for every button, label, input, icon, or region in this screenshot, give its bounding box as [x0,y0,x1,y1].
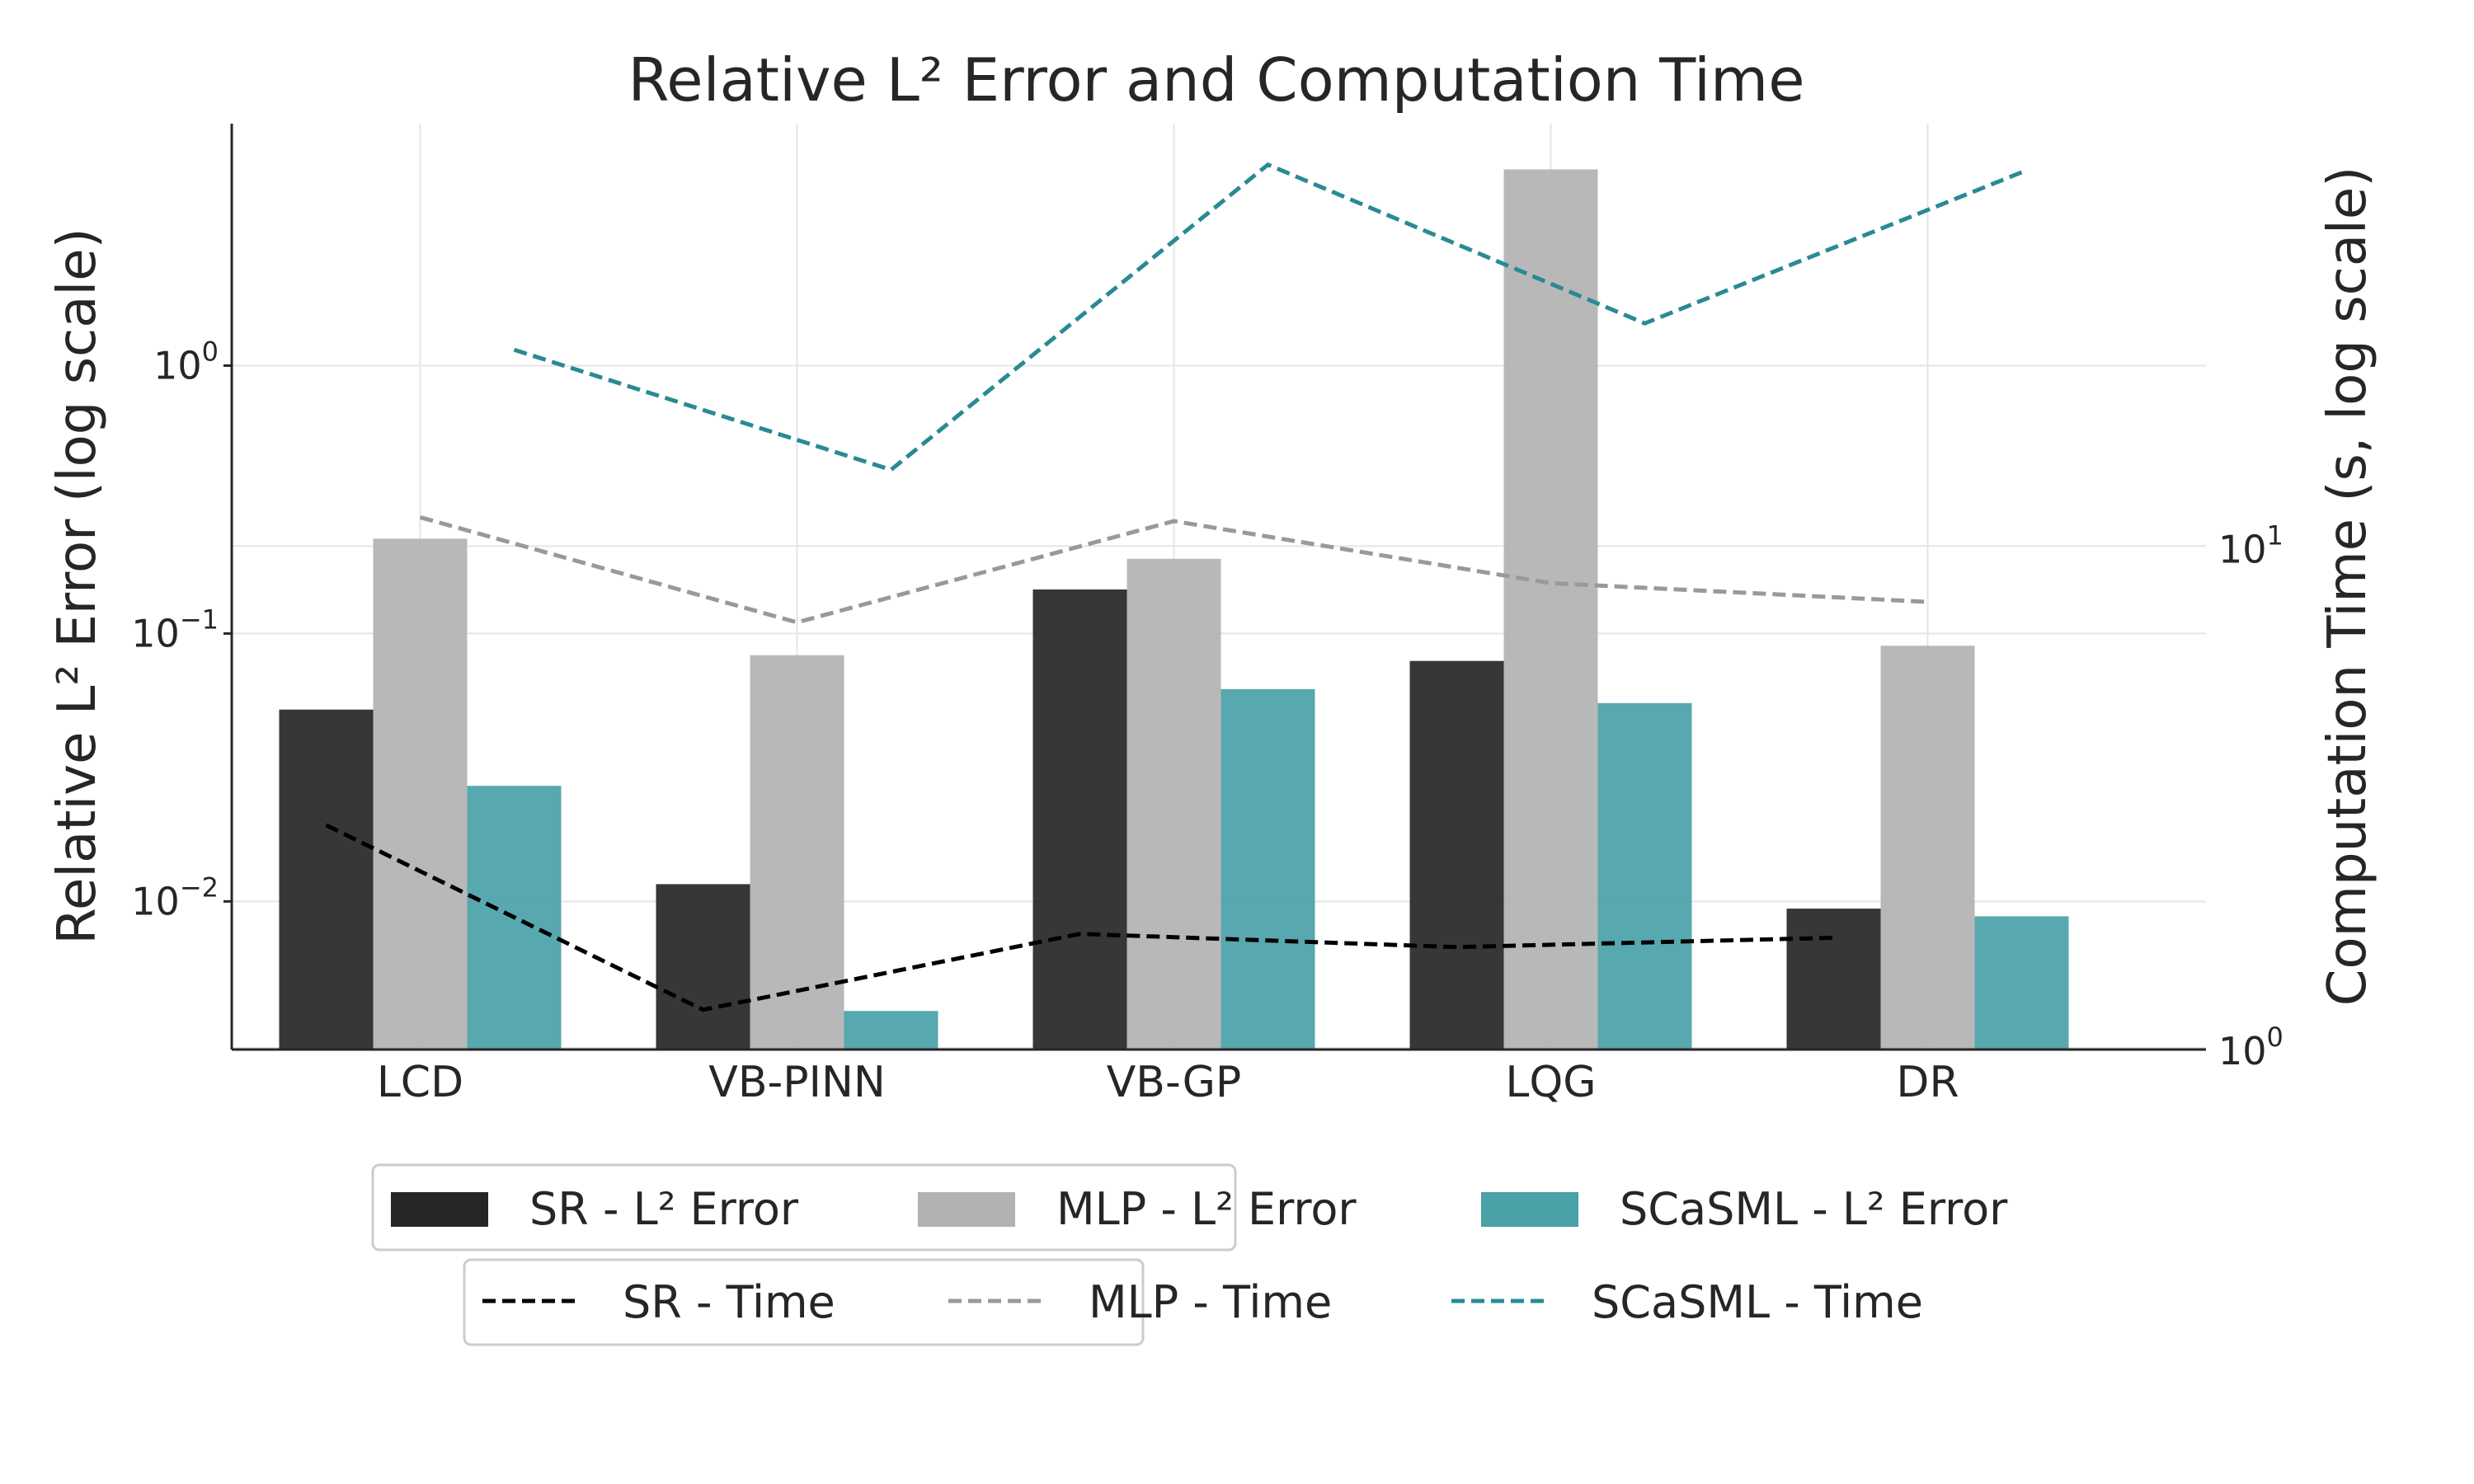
x-tick-label: VB-PINN [708,1058,886,1107]
bar-sr-l-error-lqg [1409,660,1504,1050]
legend-label-sr-l-error: SR - L² Error [529,1183,799,1235]
y-left-tick-label: 10−1 [131,603,219,655]
y-right-tick-label: 100 [2218,1021,2284,1073]
tick-labels: LCD VB-PINN VB-GP LQG DR 10−2 10−1 100 100 101 [131,336,2284,1107]
legend-label-mlp-time: MLP - Time [1089,1276,1332,1328]
bar-sr-l-error-dr [1786,909,1881,1050]
bar-scasml-l-error-vb-pinn [844,1011,938,1050]
bar-scasml-l-error-vb-gp [1221,688,1315,1050]
y-axis-left-label: Relative L² Error (log scale) [47,228,108,944]
bar-sr-l-error-lcd [279,709,374,1050]
y-axis-right-label: Computation Time (s, log scale) [2317,167,2378,1006]
y-left-tick-label: 10−2 [131,871,219,923]
bar-mlp-l-error-lcd [373,538,468,1050]
bar-mlp-l-error-vb-gp [1126,558,1221,1050]
legend-label-scasml-time: SCaSML - Time [1592,1276,1923,1328]
x-tick-label: LQG [1505,1058,1596,1107]
bar-scasml-l-error-dr [1974,916,2069,1050]
line-sr-time [325,823,1834,1012]
line-scasml-time [513,162,2023,472]
chart-title: Relative L² Error and Computation Time [628,45,1805,115]
bar-sr-l-error-vb-gp [1032,589,1127,1050]
line-mlp-time [419,515,1928,625]
legend: SR - L² Error MLP - L² Error SCaSML - L² E… [371,1163,2008,1346]
bar-mlp-l-error-lqg [1503,169,1598,1050]
bar-mlp-l-error-vb-pinn [750,655,844,1050]
bar-mlp-l-error-dr [1880,646,1975,1050]
y-right-tick-label: 101 [2218,519,2284,571]
axes [230,124,2206,1051]
x-tick-label: VB-GP [1107,1058,1242,1107]
legend-box-errors [371,1163,1237,1252]
legend-label-scasml-l-error: SCaSML - L² Error [1620,1183,2008,1235]
legend-label-sr-time: SR - Time [623,1276,835,1328]
legend-swatch-mlp-l-error [918,1192,1015,1227]
time-lines [325,162,2023,1012]
legend-swatch-scasml-l-error [1481,1192,1578,1227]
x-tick-label: LCD [377,1058,463,1107]
y-left-tick-label: 100 [153,336,219,387]
legend-label-mlp-l-error: MLP - L² Error [1056,1183,1357,1235]
x-tick-label: DR [1896,1058,1959,1107]
bars [279,169,2069,1050]
bar-sr-l-error-vb-pinn [656,884,750,1050]
bar-scasml-l-error-lqg [1597,702,1692,1050]
legend-swatch-sr-l-error [391,1192,488,1227]
legend-box-times [463,1258,1145,1346]
